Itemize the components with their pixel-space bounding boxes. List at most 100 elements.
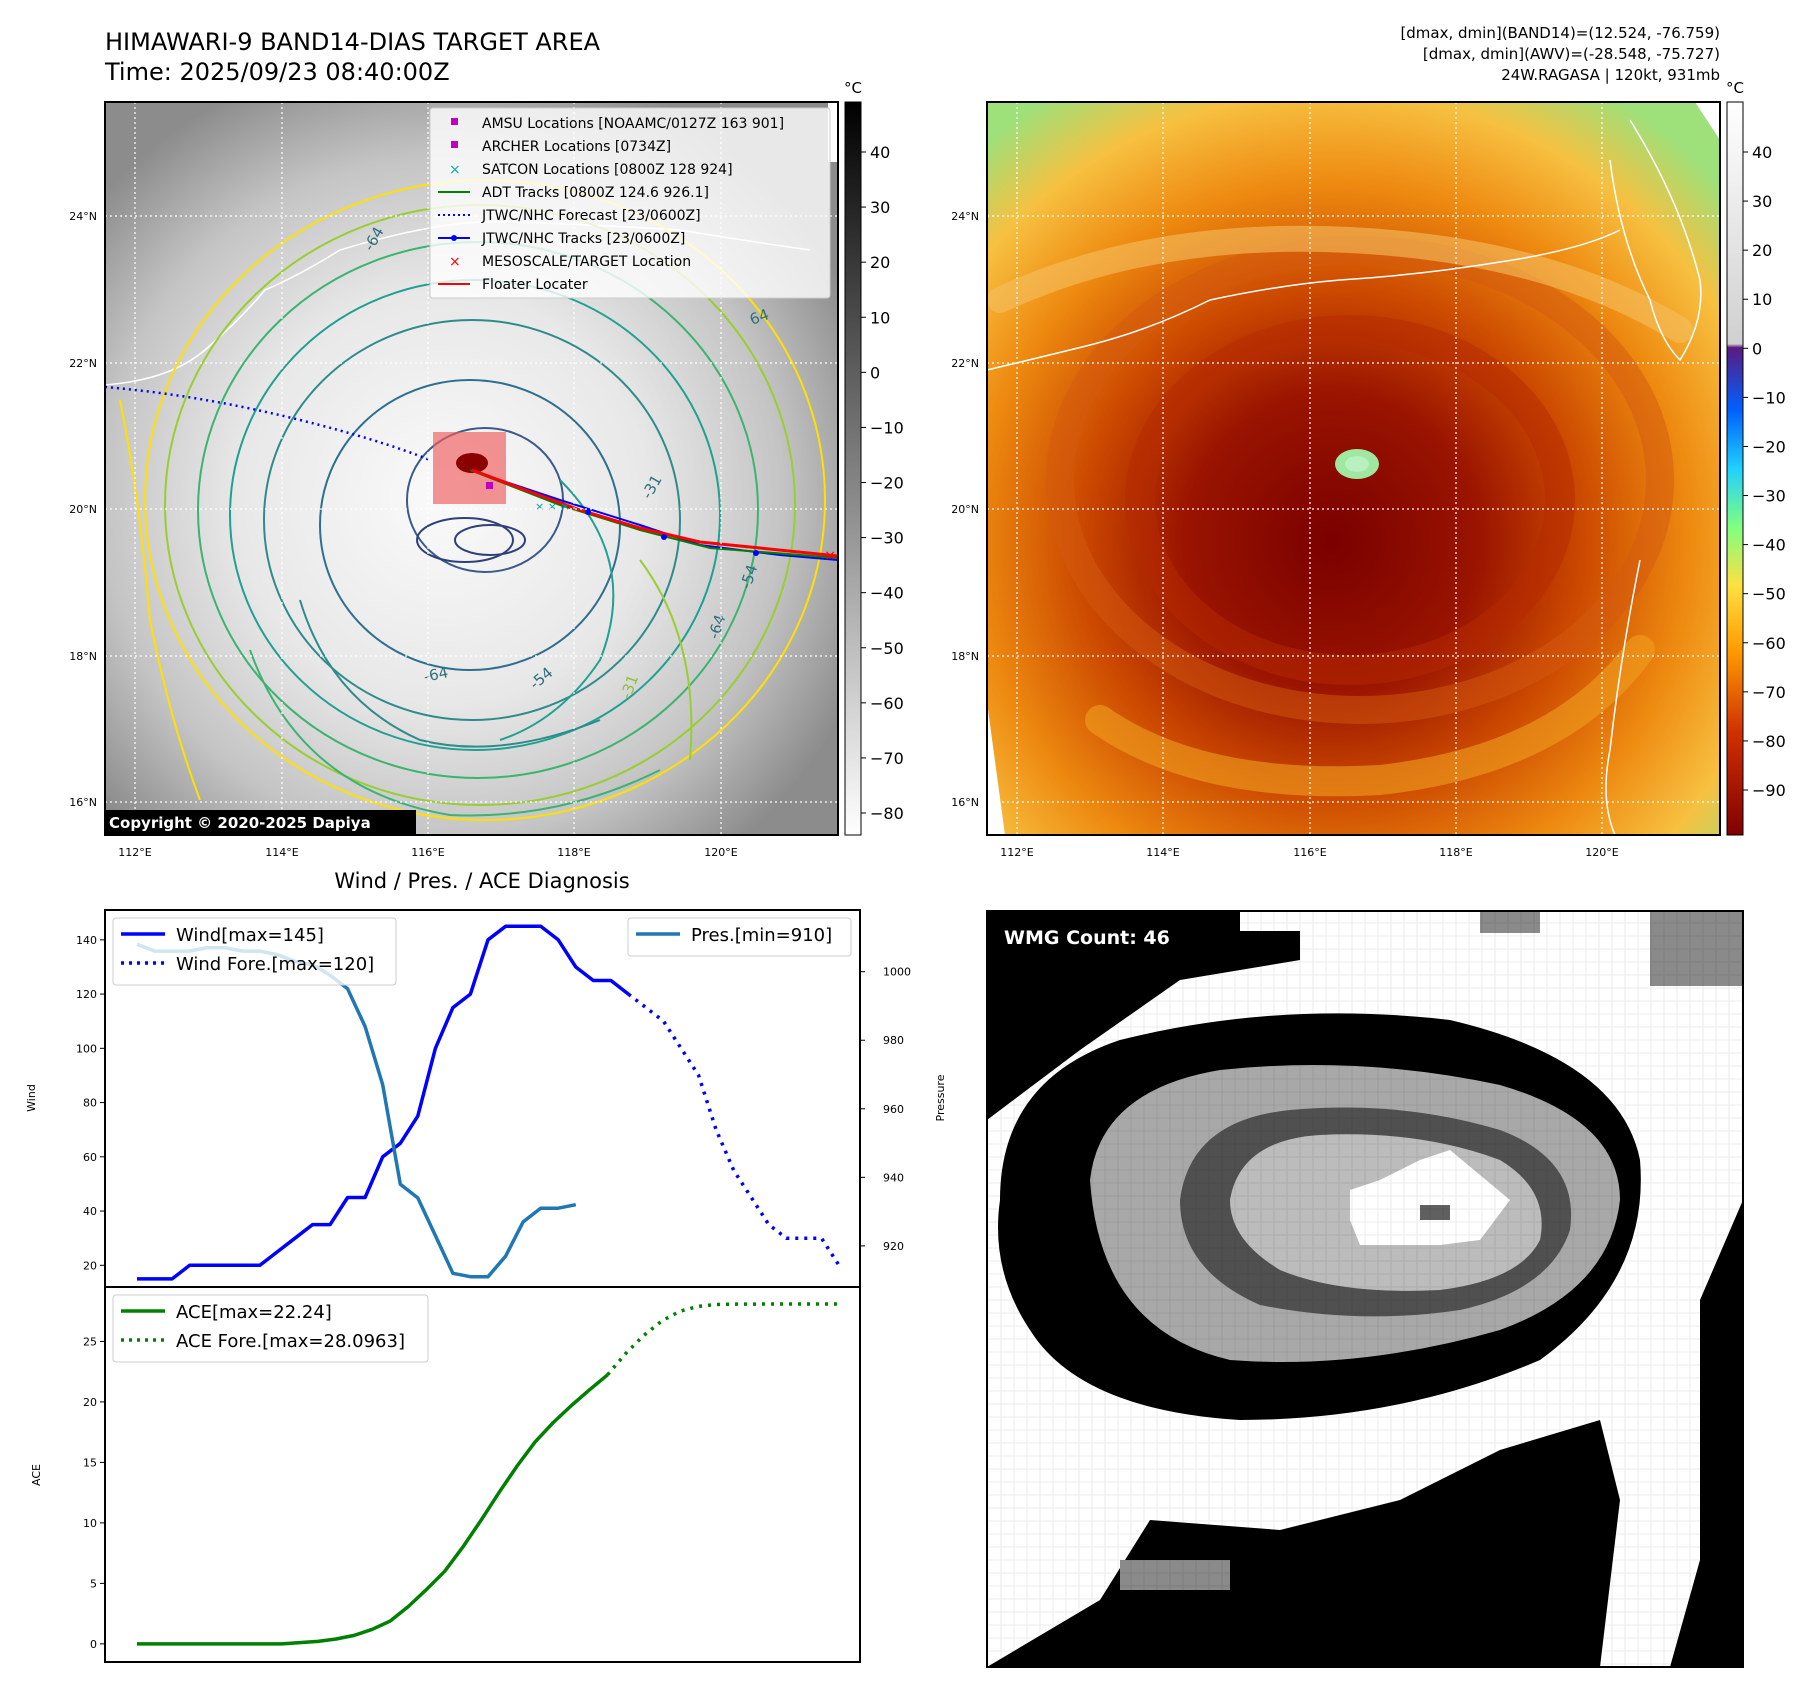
svg-text:× × ×: × × × — [535, 500, 570, 513]
colorbar-tick-label: −70 — [1752, 683, 1786, 702]
lat-label: 18°N — [951, 650, 979, 663]
ace-tick-label: 25 — [83, 1335, 97, 1348]
colorbar-tick-label: −70 — [870, 749, 904, 768]
pressure-tick-label: 960 — [883, 1103, 904, 1116]
legend-target: MESOSCALE/TARGET Location — [482, 254, 691, 270]
colorbar-tick-label: −10 — [870, 418, 904, 437]
wind-tick-label: 20 — [83, 1259, 97, 1272]
legend-ace: ACE[max=22.24] — [176, 1302, 332, 1323]
lon-label: 116°E — [1293, 846, 1326, 859]
lon-label: 120°E — [1585, 846, 1618, 859]
pressure-tick-label: 1000 — [883, 966, 911, 979]
legend-floater: Floater Locater — [482, 277, 588, 293]
wind-tick-label: 140 — [76, 934, 97, 947]
wind-tick-label: 80 — [83, 1097, 97, 1110]
svg-text:×: × — [449, 254, 461, 270]
legend-amsu: AMSU Locations [NOAAMC/0127Z 163 901] — [482, 116, 784, 132]
map-legend: AMSU Locations [NOAAMC/0127Z 163 901] AR… — [429, 107, 831, 299]
info-awv-range: [dmax, dmin](AWV)=(-28.548, -75.727) — [1423, 45, 1720, 63]
svg-text:×: × — [449, 162, 461, 178]
ace-ylabel: ACE — [30, 1464, 43, 1486]
colorbar-tick-label: 10 — [870, 308, 890, 327]
lat-label: 18°N — [69, 650, 97, 663]
series-line-ace — [137, 1373, 609, 1646]
wind-tick-label: 100 — [76, 1042, 97, 1055]
colorbar-tick-label: −60 — [870, 694, 904, 713]
lat-label: 24°N — [951, 210, 979, 223]
ace-tick-label: 15 — [83, 1456, 97, 1469]
lat-label: 22°N — [69, 357, 97, 370]
legend-archer: ARCHER Locations [0734Z] — [482, 139, 671, 155]
colorbar-tick-label: −10 — [1752, 388, 1786, 407]
colorbar-tick-label: −60 — [1752, 634, 1786, 653]
legend-satcon: SATCON Locations [0800Z 128 924] — [482, 162, 733, 178]
colorbar-tick-label: −80 — [1752, 732, 1786, 751]
wind-ylabel: Wind — [25, 1084, 38, 1112]
contour-label: -64 — [422, 663, 450, 686]
colorbar-awv-unit: °C — [1726, 79, 1744, 97]
colorbar-band14-unit: °C — [844, 79, 862, 97]
adt-track — [469, 469, 838, 559]
wind-tick-label: 40 — [83, 1205, 97, 1218]
colorbar-tick-label: −80 — [870, 804, 904, 823]
colorbar-tick-label: 20 — [870, 253, 890, 272]
colorbar-tick-label: 30 — [870, 198, 890, 217]
lon-label: 112°E — [1000, 846, 1033, 859]
wmg-panel: WMG Count: 46 — [986, 910, 1744, 1668]
colorbar-tick-label: −40 — [870, 584, 904, 603]
pressure-tick-label: 980 — [883, 1034, 904, 1047]
colorbar-tick-label: 10 — [1752, 290, 1772, 309]
ace-chart: 0 5 10 15 20 25 ACE ACE[max=22.24] ACE Fore.[… — [30, 1286, 861, 1663]
ir-map-panel: × × × × -64 -54 -31 64 -64 -54 -31 -64 — [69, 79, 904, 859]
legend-ace-forecast: ACE Fore.[max=28.0963] — [176, 1331, 405, 1352]
wmg-count: WMG Count: 46 — [1004, 927, 1170, 949]
lon-label: 114°E — [265, 846, 298, 859]
legend-wind: Wind[max=145] — [176, 925, 324, 946]
series-line-wind — [137, 924, 630, 1281]
lon-label: 118°E — [1439, 846, 1472, 859]
pressure-legend: Pres.[min=910] — [627, 917, 852, 957]
lat-label: 20°N — [951, 503, 979, 516]
copyright-box — [104, 810, 416, 834]
pressure-tick-label: 940 — [883, 1171, 904, 1184]
copyright-text: Copyright © 2020-2025 Dapiya — [109, 814, 371, 832]
lon-label: 112°E — [118, 846, 151, 859]
colorbar-band14 — [844, 101, 862, 836]
colorbar-tick-label: 40 — [870, 143, 890, 162]
lat-label: 16°N — [951, 796, 979, 809]
lon-label: 114°E — [1146, 846, 1179, 859]
diagnosis-title: Wind / Pres. / ACE Diagnosis — [334, 869, 629, 893]
ace-tick-label: 5 — [90, 1577, 97, 1590]
figure-time: Time: 2025/09/23 08:40:00Z — [104, 58, 450, 86]
colorbar-tick-label: 0 — [1752, 339, 1762, 358]
legend-jtwc-forecast: JTWC/NHC Forecast [23/0600Z] — [481, 208, 701, 224]
info-band14-range: [dmax, dmin](BAND14)=(12.524, -76.759) — [1400, 24, 1720, 42]
lat-label: 16°N — [69, 796, 97, 809]
colorbar-awv — [1726, 101, 1744, 836]
ace-legend: ACE[max=22.24] ACE Fore.[max=28.0963] — [112, 1294, 429, 1363]
lat-label: 20°N — [69, 503, 97, 516]
wind-tick-label: 60 — [83, 1151, 97, 1164]
colorbar-tick-label: 20 — [1752, 241, 1772, 260]
wind-legend: Wind[max=145] Wind Fore.[max=120] — [112, 917, 397, 986]
colorbar-tick-label: 0 — [870, 363, 880, 382]
colorbar-tick-label: 30 — [1752, 192, 1772, 211]
info-storm: 24W.RAGASA | 120kt, 931mb — [1501, 66, 1720, 84]
colorbar-tick-label: 40 — [1752, 143, 1772, 162]
colorbar-tick-label: −40 — [1752, 536, 1786, 555]
colorbar-tick-label: −90 — [1752, 781, 1786, 800]
legend-wind-forecast: Wind Fore.[max=120] — [176, 954, 374, 975]
ace-tick-label: 20 — [83, 1396, 97, 1409]
wind-tick-label: 120 — [76, 988, 97, 1001]
colorbar-tick-label: −30 — [870, 529, 904, 548]
floater-track — [471, 468, 838, 558]
colorbar-tick-label: −20 — [870, 474, 904, 493]
awv-map-panel: 112°E 114°E 116°E 118°E 120°E 24°N 22°N … — [951, 79, 1786, 859]
figure-title: HIMAWARI-9 BAND14-DIAS TARGET AREA — [105, 28, 601, 56]
lat-label: 24°N — [69, 210, 97, 223]
lat-label: 22°N — [951, 357, 979, 370]
legend-pressure: Pres.[min=910] — [691, 925, 832, 946]
colorbar-tick-label: −20 — [1752, 437, 1786, 456]
ace-tick-label: 0 — [90, 1638, 97, 1651]
